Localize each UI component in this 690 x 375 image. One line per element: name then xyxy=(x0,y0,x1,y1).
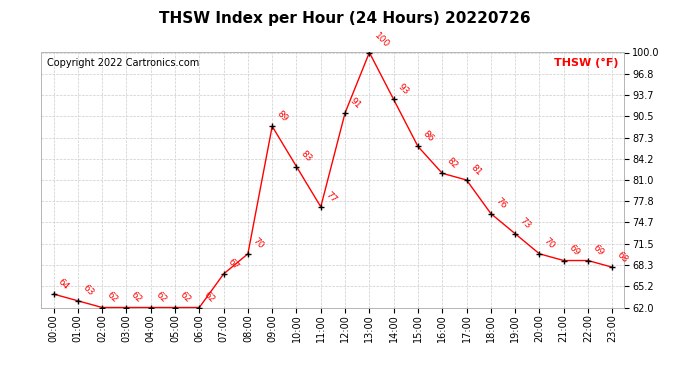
Text: 63: 63 xyxy=(81,284,95,298)
Text: 70: 70 xyxy=(250,237,265,251)
Text: 76: 76 xyxy=(493,196,508,211)
Text: 69: 69 xyxy=(591,243,605,258)
Text: 62: 62 xyxy=(105,290,119,305)
Text: 89: 89 xyxy=(275,109,290,123)
Text: 91: 91 xyxy=(348,96,362,110)
Text: Copyright 2022 Cartronics.com: Copyright 2022 Cartronics.com xyxy=(47,58,199,68)
Text: 86: 86 xyxy=(421,129,435,144)
Text: 100: 100 xyxy=(372,31,391,50)
Text: 69: 69 xyxy=(566,243,581,258)
Text: 82: 82 xyxy=(445,156,460,171)
Text: 81: 81 xyxy=(469,163,484,177)
Text: 62: 62 xyxy=(129,290,144,305)
Text: 77: 77 xyxy=(324,190,338,204)
Text: 93: 93 xyxy=(397,82,411,97)
Text: 73: 73 xyxy=(518,216,533,231)
Text: 83: 83 xyxy=(299,149,314,164)
Text: 67: 67 xyxy=(226,256,241,271)
Text: THSW (°F): THSW (°F) xyxy=(554,58,619,68)
Text: THSW Index per Hour (24 Hours) 20220726: THSW Index per Hour (24 Hours) 20220726 xyxy=(159,11,531,26)
Text: 62: 62 xyxy=(202,290,217,305)
Text: 68: 68 xyxy=(615,250,629,264)
Text: 62: 62 xyxy=(178,290,193,305)
Text: 70: 70 xyxy=(542,237,557,251)
Text: 62: 62 xyxy=(153,290,168,305)
Text: 64: 64 xyxy=(57,277,71,291)
